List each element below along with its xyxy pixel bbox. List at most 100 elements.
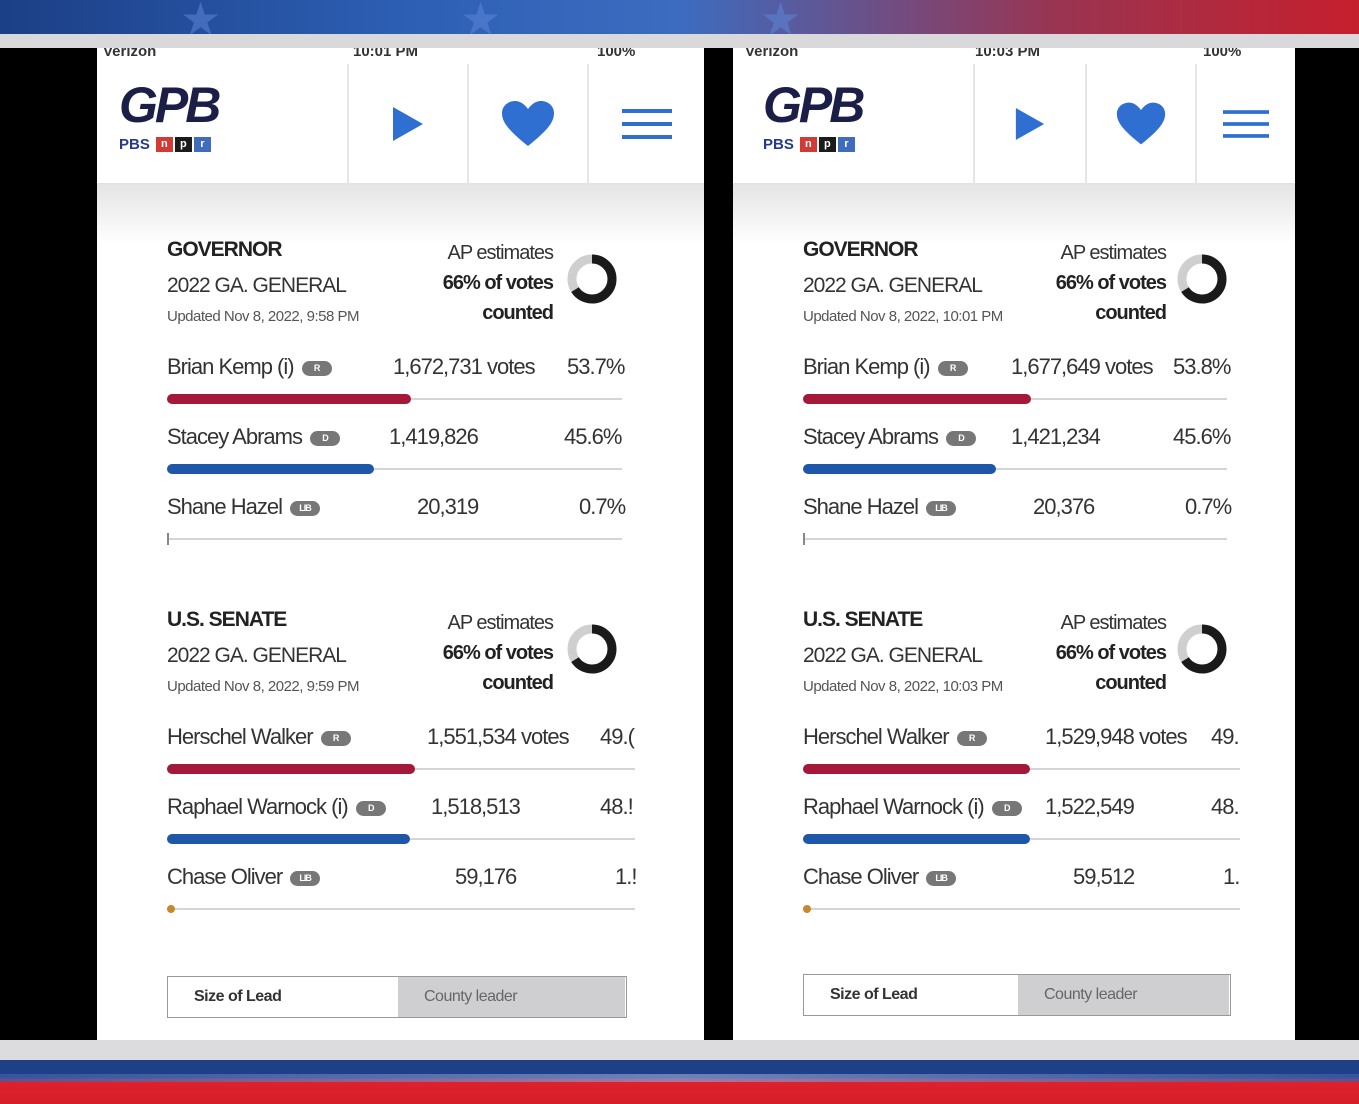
- candidate-row[interactable]: Chase Oliver LIB 59,176 1.!: [167, 864, 637, 934]
- carrier-label: Verizon: [745, 48, 799, 60]
- size-of-lead-tab[interactable]: Size of Lead: [804, 975, 1018, 1015]
- candidate-row[interactable]: Herschel Walker R 1,551,534 votes 49.(: [167, 724, 637, 794]
- vote-bar-track: [803, 468, 1227, 470]
- candidate-percent: 48.: [1211, 794, 1240, 819]
- status-bar: Verizon 10:03 PM 100%: [733, 48, 1295, 64]
- status-time: 10:01 PM: [353, 48, 419, 60]
- candidate-votes: 59,512: [1073, 864, 1135, 889]
- ap-estimate-text: AP estimates 66% of votes counted: [1046, 608, 1167, 698]
- map-view-toggle: Size of Lead County leader: [803, 974, 1231, 1016]
- county-leader-tab[interactable]: County leader: [398, 977, 625, 1017]
- ap-estimates-label: AP estimates: [1060, 612, 1167, 634]
- candidate-votes: 1,518,513: [431, 794, 521, 819]
- party-badge: LIB: [290, 870, 321, 886]
- candidate-votes: 1,522,549: [1045, 794, 1135, 819]
- ap-counted-label: counted: [482, 302, 554, 324]
- vote-bar-track: [167, 468, 622, 470]
- race-subtitle: 2022 GA. GENERAL: [167, 274, 347, 297]
- county-leader-tab[interactable]: County leader: [1018, 975, 1229, 1015]
- candidate-row[interactable]: Stacey Abrams D 1,419,826 45.6%: [167, 424, 627, 494]
- candidate-percent: 49.(: [600, 724, 635, 749]
- race-subtitle: 2022 GA. GENERAL: [167, 644, 347, 667]
- ap-percent-counted: 66% of votes: [442, 272, 554, 294]
- candidate-row[interactable]: Shane Hazel LIB 20,319 0.7%: [167, 494, 627, 564]
- candidate-percent: 0.7%: [1185, 494, 1232, 519]
- play-button[interactable]: [347, 64, 467, 184]
- party-badge: R: [937, 360, 968, 376]
- play-icon: [393, 107, 423, 141]
- candidate-row[interactable]: Herschel Walker R 1,529,948 votes 49.: [803, 724, 1243, 794]
- vote-share-bar: [803, 464, 996, 474]
- size-of-lead-tab[interactable]: Size of Lead: [168, 977, 398, 1017]
- candidate-name: Herschel Walker: [167, 724, 314, 749]
- party-badge: R: [320, 730, 351, 746]
- npr-letter: p: [818, 137, 836, 152]
- menu-button[interactable]: [1195, 64, 1295, 184]
- favorite-button[interactable]: [467, 64, 587, 184]
- candidate-name: Shane Hazel: [167, 494, 283, 519]
- candidate-name: Stacey Abrams: [803, 424, 939, 449]
- vote-share-bar: [167, 394, 411, 404]
- candidate-percent: 0.7%: [579, 494, 626, 519]
- vote-share-bar: [167, 533, 169, 545]
- npr-letter: p: [174, 137, 192, 152]
- race-title: U.S. SENATE: [167, 608, 287, 631]
- candidate-name: Stacey Abrams: [167, 424, 303, 449]
- candidate-votes: 20,319: [417, 494, 479, 519]
- party-badge: R: [301, 360, 332, 376]
- vote-share-bar: [803, 834, 1030, 844]
- race-updated-time: Updated Nov 8, 2022, 9:59 PM: [167, 678, 359, 695]
- ap-counted-label: counted: [1095, 672, 1167, 694]
- candidate-name: Shane Hazel: [803, 494, 919, 519]
- candidate-name: Raphael Warnock (i): [167, 794, 349, 819]
- map-view-toggle: Size of Lead County leader: [167, 976, 627, 1018]
- candidate-row[interactable]: Shane Hazel LIB 20,376 0.7%: [803, 494, 1233, 564]
- candidate-row[interactable]: Brian Kemp (i) R 1,672,731 votes 53.7%: [167, 354, 627, 424]
- vote-share-bar: [803, 905, 811, 913]
- vote-bar-track: [803, 908, 1240, 910]
- race-updated-time: Updated Nov 8, 2022, 10:03 PM: [803, 678, 1003, 695]
- votes-counted-donut: [1177, 254, 1227, 304]
- menu-button[interactable]: [587, 64, 704, 184]
- candidate-row[interactable]: Brian Kemp (i) R 1,677,649 votes 53.8%: [803, 354, 1233, 424]
- party-badge: D: [991, 800, 1022, 816]
- gpb-wordmark: GPB: [119, 77, 221, 133]
- top-flag-banner: ★ ★ ★: [0, 0, 1359, 45]
- play-button[interactable]: [973, 64, 1085, 184]
- candidate-name: Chase Oliver: [167, 864, 283, 889]
- candidate-percent: 1.!: [615, 864, 637, 889]
- ap-counted-label: counted: [482, 672, 554, 694]
- hamburger-menu-icon: [621, 109, 672, 139]
- battery-label: 100%: [597, 48, 636, 60]
- candidate-votes: 1,419,826: [389, 424, 479, 449]
- candidate-percent: 53.7%: [567, 354, 625, 379]
- ap-estimates-label: AP estimates: [447, 242, 554, 264]
- gpb-wordmark: GPB: [763, 77, 865, 133]
- party-badge: D: [309, 430, 340, 446]
- favorite-button[interactable]: [1085, 64, 1195, 184]
- ap-percent-counted: 66% of votes: [442, 642, 554, 664]
- votes-counted-donut: [1177, 624, 1227, 674]
- candidate-row[interactable]: Raphael Warnock (i) D 1,518,513 48.!: [167, 794, 637, 864]
- party-badge: R: [956, 730, 987, 746]
- npr-letter: n: [155, 137, 173, 152]
- race-updated-time: Updated Nov 8, 2022, 9:58 PM: [167, 308, 359, 325]
- header-shadow: [733, 184, 1295, 244]
- bottom-flag-banner: [0, 1060, 1359, 1104]
- candidate-row[interactable]: Stacey Abrams D 1,421,234 45.6%: [803, 424, 1233, 494]
- vote-bar-track: [167, 538, 622, 540]
- candidate-row[interactable]: Chase Oliver LIB 59,512 1.: [803, 864, 1243, 934]
- candidate-percent: 45.6%: [564, 424, 622, 449]
- vote-bar-track: [803, 538, 1227, 540]
- candidate-votes: 1,551,534 votes: [427, 724, 570, 749]
- ap-estimate-text: AP estimates 66% of votes counted: [433, 608, 554, 698]
- pbs-logo: PBS: [119, 136, 150, 153]
- candidate-row[interactable]: Raphael Warnock (i) D 1,522,549 48.: [803, 794, 1243, 864]
